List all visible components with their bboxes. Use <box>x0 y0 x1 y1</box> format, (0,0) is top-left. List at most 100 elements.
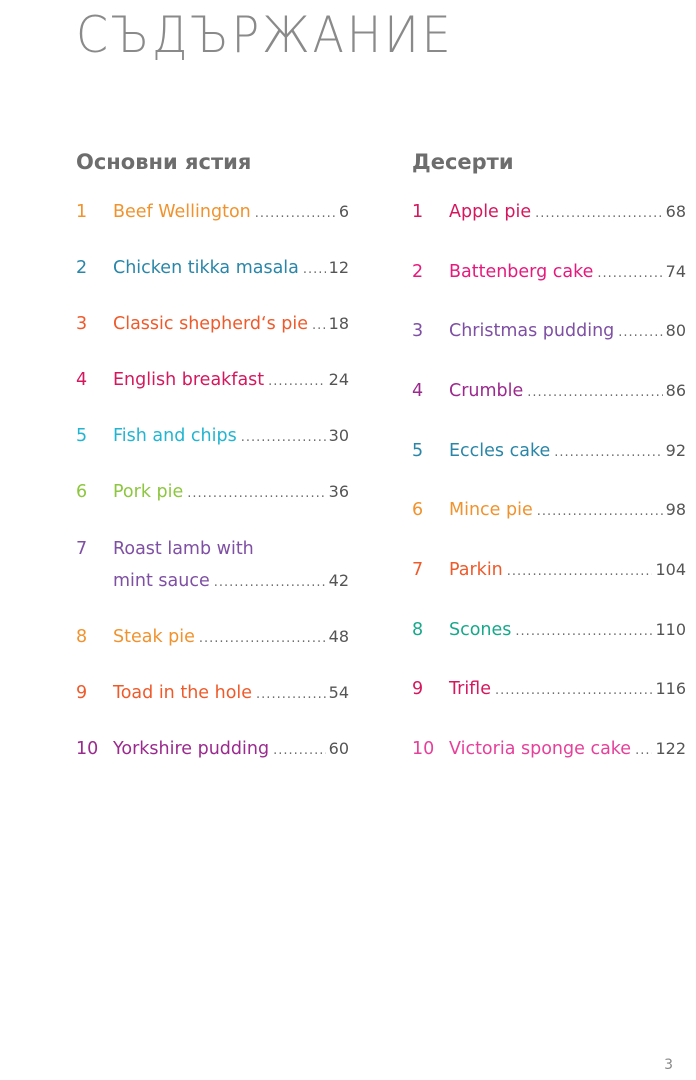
entry-title: Toad in the hole <box>113 683 253 703</box>
entry-title: Eccles cake <box>449 441 551 461</box>
entry-page-number: 36 <box>328 482 349 501</box>
entry-page-number: 104 <box>655 560 686 579</box>
dot-leader <box>507 556 653 588</box>
entry-number: 6 <box>412 500 424 520</box>
entry-page-number: 116 <box>655 679 686 698</box>
entry-number: 10 <box>76 739 99 759</box>
entry-number: 5 <box>76 426 88 446</box>
toc-entry[interactable]: 4 English breakfast 24 <box>76 364 349 398</box>
toc-entry[interactable]: 6 Mince pie 98 <box>412 494 686 528</box>
entry-title: Scones <box>449 620 512 640</box>
entry-number: 4 <box>76 370 88 390</box>
entry-number: 9 <box>76 683 88 703</box>
entry-page-number: 18 <box>328 314 349 333</box>
dot-leader <box>618 317 662 349</box>
entry-title: Roast lamb with <box>113 539 254 559</box>
toc-entry[interactable]: 8 Steak pie 48 <box>76 621 349 655</box>
dot-leader <box>187 478 325 510</box>
entry-number: 1 <box>76 202 88 222</box>
toc-entry[interactable]: 4 Crumble 86 <box>412 375 686 409</box>
dot-leader <box>312 310 326 342</box>
entry-page-number: 98 <box>665 500 686 519</box>
entry-page-number: 80 <box>665 321 686 340</box>
dot-leader <box>515 616 652 648</box>
toc-entry[interactable]: 3 Christmas pudding 80 <box>412 315 686 349</box>
entry-title: Classic shepherd‘s pie <box>113 314 309 334</box>
entry-title: English breakfast <box>113 370 265 390</box>
entry-title: Steak pie <box>113 627 195 647</box>
dot-leader <box>635 735 652 767</box>
dot-leader <box>537 496 663 528</box>
toc-entry[interactable]: 5 Fish and chips 30 <box>76 420 349 454</box>
toc-entry[interactable]: 9 Trifle 116 <box>412 673 686 707</box>
toc-entry[interactable]: 6 Pork pie 36 <box>76 476 349 510</box>
entry-page-number: 6 <box>338 202 349 221</box>
entry-page-number: 54 <box>328 683 349 702</box>
entry-title: Crumble <box>449 381 524 401</box>
entry-title: Battenberg cake <box>449 262 594 282</box>
entry-title: Chicken tikka masala <box>113 258 299 278</box>
entry-number: 4 <box>412 381 424 401</box>
entry-page-number: 86 <box>665 381 686 400</box>
toc-entry[interactable]: 7 Roast lamb with mint sauce 42 <box>76 533 349 599</box>
page-number: 3 <box>664 1057 673 1073</box>
entry-number: 6 <box>76 482 88 502</box>
entry-title: Pork pie <box>113 482 184 502</box>
entry-page-number: 68 <box>665 202 686 221</box>
toc-entry[interactable]: 10 Victoria sponge cake 122 <box>412 733 686 767</box>
entry-number: 5 <box>412 441 424 461</box>
entry-page-number: 60 <box>328 739 349 758</box>
toc-entry[interactable]: 10 Yorkshire pudding 60 <box>76 733 349 767</box>
dot-leader <box>199 623 326 655</box>
toc-entry[interactable]: 1 Apple pie 68 <box>412 196 686 230</box>
entry-page-number: 48 <box>328 627 349 646</box>
toc-entry[interactable]: 9 Toad in the hole 54 <box>76 677 349 711</box>
toc-entry[interactable]: 7 Parkin 104 <box>412 554 686 588</box>
dot-leader <box>268 366 325 398</box>
dot-leader <box>255 198 336 230</box>
entry-title: Fish and chips <box>113 426 237 446</box>
entry-page-number: 74 <box>665 262 686 281</box>
entry-number: 1 <box>412 202 424 222</box>
entry-title: Mince pie <box>449 500 533 520</box>
entry-number: 7 <box>76 539 88 559</box>
main-dishes-heading: Основни ястия <box>76 150 252 174</box>
page-title: СЪДЪРЖАНИЕ <box>76 6 454 64</box>
toc-entry[interactable]: 2 Battenberg cake 74 <box>412 256 686 290</box>
entry-page-number: 92 <box>665 441 686 460</box>
entry-page-number: 24 <box>328 370 349 389</box>
entry-number: 7 <box>412 560 424 580</box>
dot-leader <box>214 567 326 599</box>
entry-title: Yorkshire pudding <box>113 739 270 759</box>
toc-entry[interactable]: 1 Beef Wellington 6 <box>76 196 349 230</box>
entry-title: Trifle <box>449 679 491 699</box>
entry-number: 8 <box>412 620 424 640</box>
entry-number: 2 <box>412 262 424 282</box>
dot-leader <box>597 258 662 290</box>
desserts-heading: Десерти <box>412 150 514 174</box>
entry-title: Beef Wellington <box>113 202 251 222</box>
entry-number: 9 <box>412 679 424 699</box>
dot-leader <box>495 675 652 707</box>
entry-number: 3 <box>412 321 424 341</box>
dot-leader <box>535 198 663 230</box>
dot-leader <box>527 377 662 409</box>
toc-entry[interactable]: 2 Chicken tikka masala 12 <box>76 252 349 286</box>
entry-page-number: 122 <box>655 739 686 758</box>
entry-title: Christmas pudding <box>449 321 615 341</box>
dot-leader <box>241 422 326 454</box>
entry-page-number: 30 <box>328 426 349 445</box>
entry-number: 8 <box>76 627 88 647</box>
dot-leader <box>273 735 326 767</box>
dot-leader <box>256 679 326 711</box>
toc-entry[interactable]: 5 Eccles cake 92 <box>412 435 686 469</box>
dot-leader <box>303 254 326 286</box>
entry-page-number: 42 <box>328 571 349 590</box>
entry-number: 2 <box>76 258 88 278</box>
toc-entry[interactable]: 3 Classic shepherd‘s pie 18 <box>76 308 349 342</box>
entry-number: 3 <box>76 314 88 334</box>
entry-title: Apple pie <box>449 202 532 222</box>
entry-page-number: 110 <box>655 620 686 639</box>
toc-entry[interactable]: 8 Scones 110 <box>412 614 686 648</box>
dot-leader <box>554 437 662 469</box>
